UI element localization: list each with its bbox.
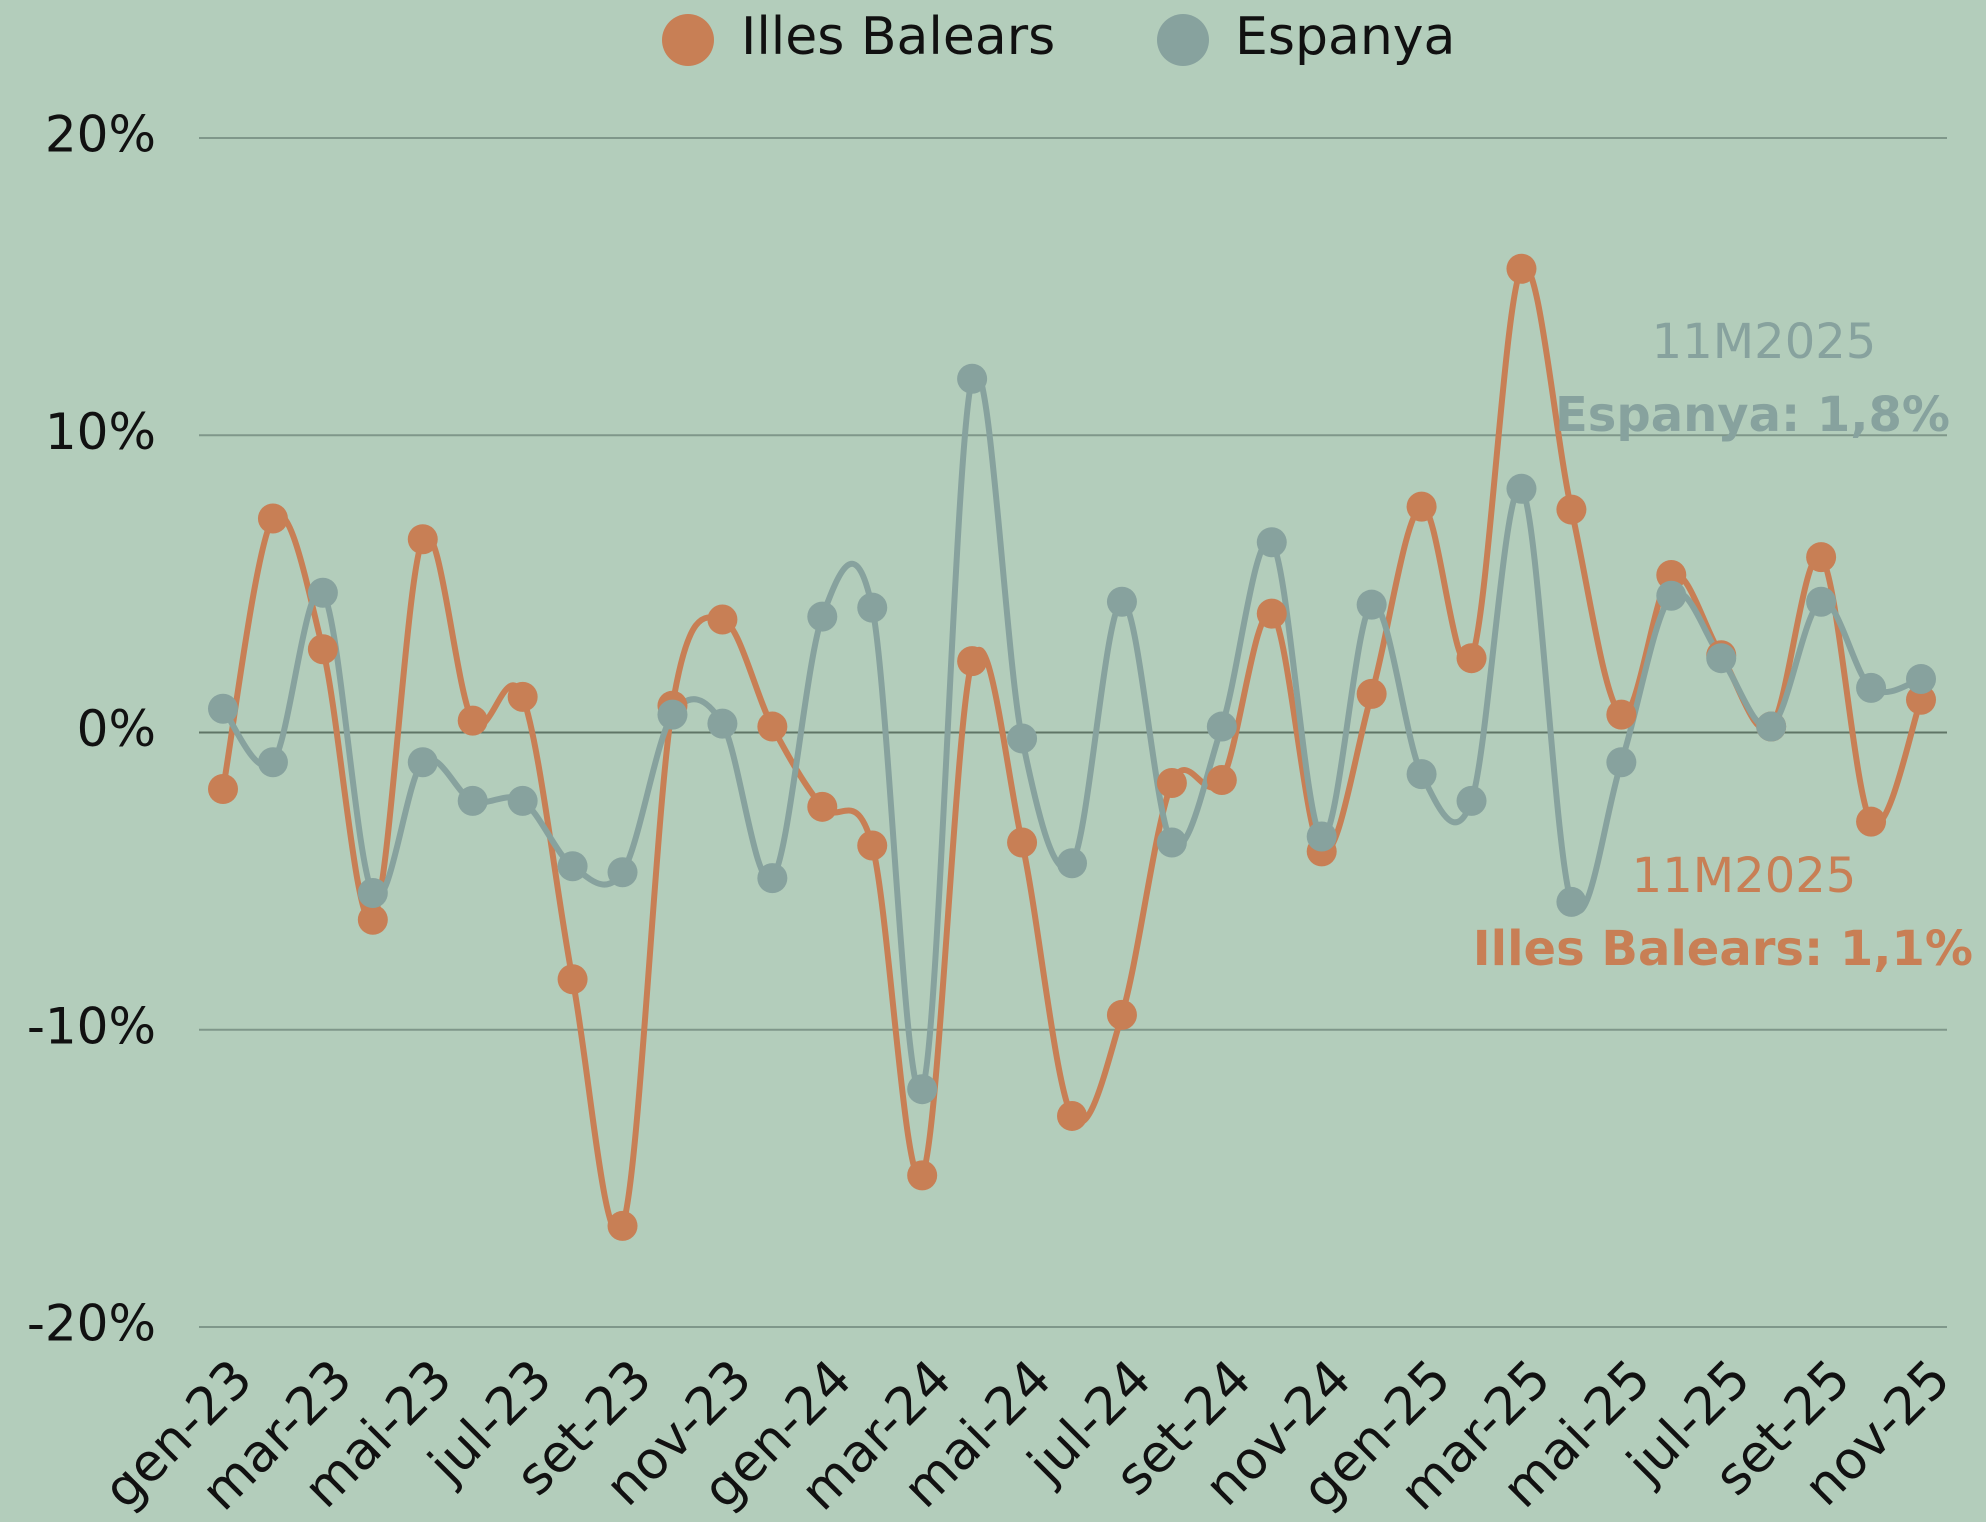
annotation: 11M2025: [1632, 848, 1857, 904]
data-point: [1756, 711, 1787, 742]
data-point: [1906, 663, 1936, 694]
data-point: [1506, 253, 1537, 284]
data-point: [1356, 678, 1387, 709]
data-point: [757, 863, 788, 894]
data-point: [1106, 586, 1137, 617]
data-point: [1856, 672, 1887, 703]
data-point: [807, 791, 838, 822]
data-point: [457, 705, 488, 736]
data-point: [807, 601, 838, 632]
data-point: [507, 681, 538, 712]
data-point: [1806, 586, 1837, 617]
data-point: [1256, 527, 1287, 558]
y-tick-label: -20%: [27, 1295, 156, 1353]
data-point: [657, 699, 688, 730]
data-point: [707, 708, 738, 739]
data-point: [1656, 580, 1687, 611]
data-point: [1456, 643, 1487, 674]
data-point: [507, 785, 538, 816]
y-tick-label: 20%: [45, 106, 156, 164]
data-point: [1856, 806, 1887, 837]
data-point: [907, 1160, 938, 1191]
y-tick-label: 10%: [45, 403, 156, 461]
data-point: [1007, 723, 1038, 754]
data-point: [1206, 711, 1237, 742]
data-point: [208, 693, 238, 724]
data-point: [307, 634, 338, 665]
data-point: [1007, 827, 1038, 858]
data-point: [1706, 643, 1737, 674]
data-point: [1606, 747, 1637, 778]
data-point: [1057, 1100, 1087, 1131]
data-point: [1656, 559, 1687, 590]
data-point: [307, 577, 338, 608]
legend-marker: [662, 14, 714, 66]
data-point: [1906, 684, 1936, 715]
data-point: [257, 747, 288, 778]
annotation: 11M2025: [1652, 314, 1877, 370]
data-point: [857, 830, 888, 861]
data-point: [1057, 848, 1087, 879]
data-point: [1606, 699, 1637, 730]
data-point: [208, 773, 238, 804]
data-point: [1206, 765, 1237, 796]
legend-label: Espanya: [1235, 7, 1455, 67]
data-point: [1156, 768, 1187, 799]
y-tick-label: 0%: [77, 700, 156, 758]
data-point: [1306, 821, 1337, 852]
data-point: [857, 592, 888, 623]
data-point: [1556, 494, 1587, 525]
data-point: [1406, 759, 1437, 790]
data-point: [1506, 473, 1537, 504]
annotation: Espanya: 1,8%: [1555, 387, 1950, 443]
data-point: [707, 604, 738, 635]
data-point: [357, 904, 388, 935]
data-point: [357, 878, 388, 909]
data-point: [1456, 785, 1487, 816]
data-point: [1106, 999, 1137, 1030]
data-point: [607, 857, 638, 888]
data-point: [1256, 598, 1287, 629]
data-point: [957, 363, 988, 394]
data-point: [407, 524, 438, 555]
data-point: [957, 646, 988, 677]
data-point: [1806, 542, 1837, 573]
annotation: Illes Balears: 1,1%: [1473, 921, 1973, 977]
data-point: [557, 964, 588, 995]
data-point: [907, 1074, 938, 1105]
data-point: [407, 747, 438, 778]
legend-label: Illes Balears: [741, 7, 1055, 67]
data-point: [1156, 827, 1187, 858]
data-point: [257, 503, 288, 534]
data-point: [1406, 491, 1437, 522]
legend-marker: [1157, 14, 1209, 66]
data-point: [607, 1210, 638, 1241]
y-tick-label: -10%: [27, 997, 156, 1055]
data-point: [457, 785, 488, 816]
data-point: [757, 711, 788, 742]
data-point: [557, 851, 588, 882]
data-point: [1556, 886, 1587, 917]
data-point: [1356, 589, 1387, 620]
